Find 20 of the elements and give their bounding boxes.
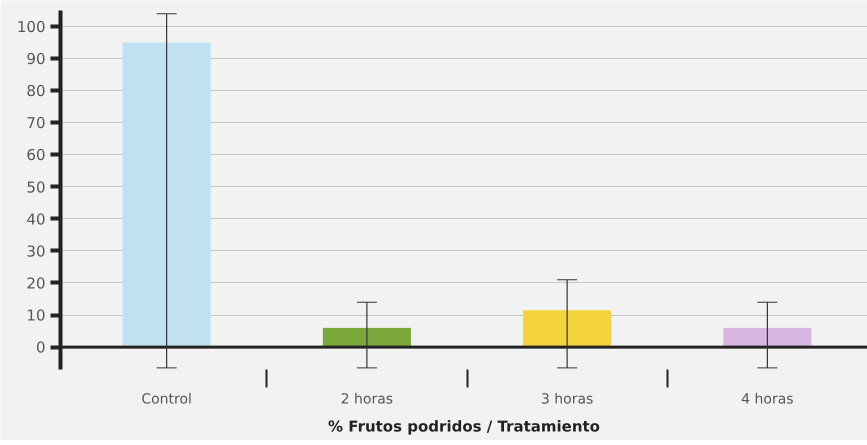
x-tick-label: Control — [141, 392, 192, 408]
y-tick-label: 10 — [26, 306, 46, 325]
y-tick-label: 50 — [26, 178, 46, 196]
x-tick-label: 3 horas — [540, 392, 594, 408]
y-tick-label: 30 — [26, 242, 46, 260]
y-tick-label: 70 — [26, 114, 46, 132]
y-tick-label: 100 — [16, 18, 46, 36]
bar — [322, 328, 411, 348]
y-tick-label: 0 — [36, 338, 46, 357]
bar — [122, 42, 211, 348]
x-tick-label: 4 horas — [741, 392, 794, 408]
y-tick-label: 20 — [26, 274, 46, 292]
y-tick-label: 90 — [26, 50, 46, 68]
text: % Frutos podridos / Tratamiento — [328, 418, 600, 436]
bar — [523, 310, 612, 348]
x-tick-label: 2 horas — [340, 392, 394, 408]
y-tick-label: 80 — [26, 82, 46, 100]
y-tick-label: 60 — [26, 146, 46, 164]
bar — [723, 328, 812, 348]
y-tick-label: 40 — [26, 210, 46, 228]
